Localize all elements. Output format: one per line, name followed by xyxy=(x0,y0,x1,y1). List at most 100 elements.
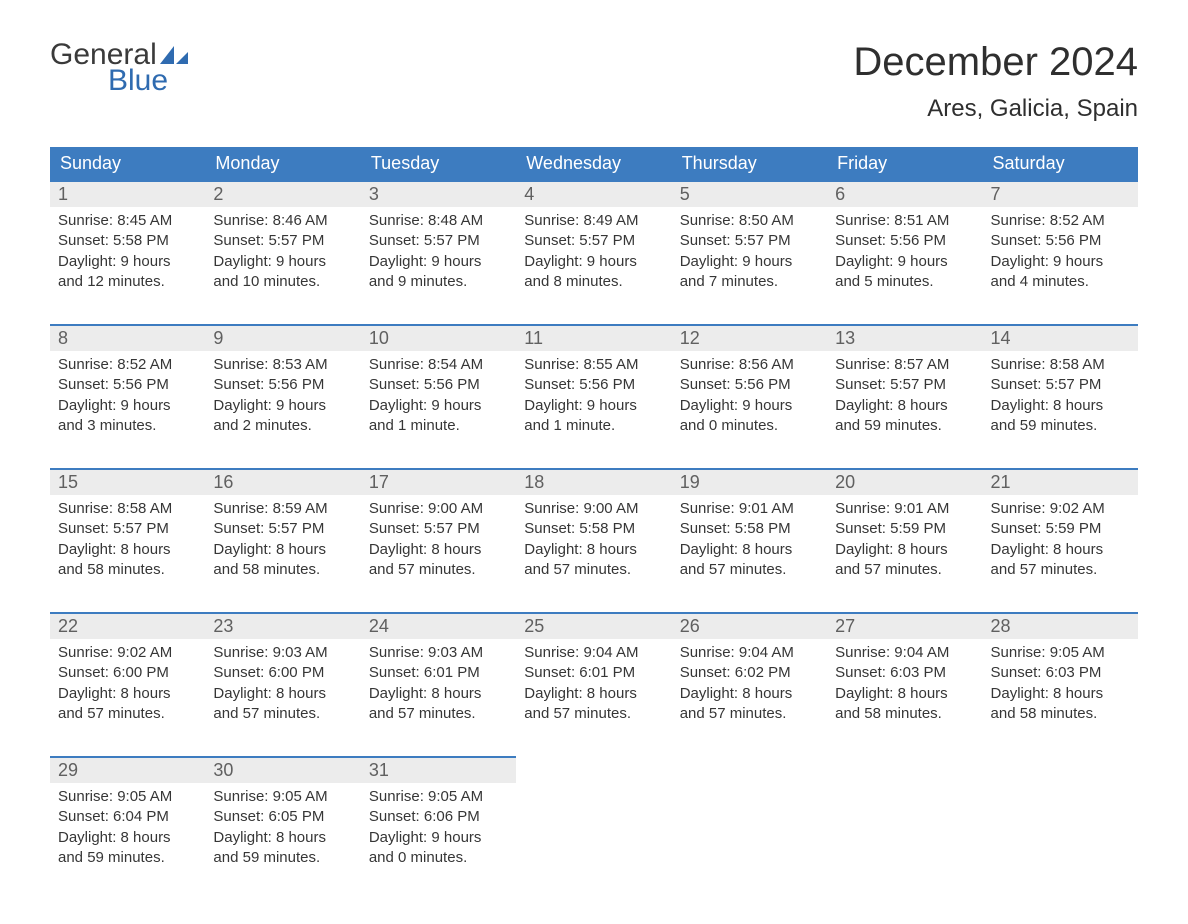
daylight-line-2: and 5 minutes. xyxy=(835,272,974,292)
day-content-row: Sunrise: 8:52 AMSunset: 5:56 PMDaylight:… xyxy=(50,351,1138,452)
day-number-row: 891011121314 xyxy=(50,325,1138,351)
sunset-line: Sunset: 6:05 PM xyxy=(213,807,352,827)
sunrise-line: Sunrise: 9:05 AM xyxy=(213,787,352,807)
day-cell: Sunrise: 9:04 AMSunset: 6:01 PMDaylight:… xyxy=(516,639,671,740)
day-cell: Sunrise: 8:58 AMSunset: 5:57 PMDaylight:… xyxy=(50,495,205,596)
day-cell: Sunrise: 9:04 AMSunset: 6:03 PMDaylight:… xyxy=(827,639,982,740)
day-number: 23 xyxy=(205,613,360,639)
day-number: 4 xyxy=(516,181,671,207)
sunset-line: Sunset: 6:00 PM xyxy=(213,663,352,683)
sunrise-line: Sunrise: 8:58 AM xyxy=(991,355,1130,375)
sunset-line: Sunset: 5:58 PM xyxy=(524,519,663,539)
daylight-line-2: and 57 minutes. xyxy=(680,560,819,580)
sunset-line: Sunset: 5:56 PM xyxy=(991,231,1130,251)
daylight-line-2: and 58 minutes. xyxy=(213,560,352,580)
day-number xyxy=(827,757,982,783)
sunset-line: Sunset: 5:57 PM xyxy=(369,519,508,539)
sunrise-line: Sunrise: 9:01 AM xyxy=(680,499,819,519)
daylight-line-2: and 58 minutes. xyxy=(835,704,974,724)
sunrise-line: Sunrise: 8:46 AM xyxy=(213,211,352,231)
day-cell: Sunrise: 9:05 AMSunset: 6:05 PMDaylight:… xyxy=(205,783,360,884)
daylight-line-1: Daylight: 8 hours xyxy=(58,684,197,704)
daylight-line-2: and 57 minutes. xyxy=(991,560,1130,580)
daylight-line-2: and 0 minutes. xyxy=(680,416,819,436)
daylight-line-1: Daylight: 9 hours xyxy=(680,396,819,416)
day-header: Wednesday xyxy=(516,147,671,181)
daylight-line-1: Daylight: 9 hours xyxy=(680,252,819,272)
sunset-line: Sunset: 5:56 PM xyxy=(369,375,508,395)
day-number: 3 xyxy=(361,181,516,207)
daylight-line-1: Daylight: 8 hours xyxy=(524,684,663,704)
day-number: 17 xyxy=(361,469,516,495)
day-number: 24 xyxy=(361,613,516,639)
header: General Blue December 2024 Ares, Galicia… xyxy=(50,40,1138,127)
day-number: 20 xyxy=(827,469,982,495)
sunrise-line: Sunrise: 9:00 AM xyxy=(369,499,508,519)
day-number-row: 1234567 xyxy=(50,181,1138,207)
sunrise-line: Sunrise: 8:57 AM xyxy=(835,355,974,375)
daylight-line-2: and 3 minutes. xyxy=(58,416,197,436)
day-number: 25 xyxy=(516,613,671,639)
day-number: 21 xyxy=(983,469,1138,495)
sunset-line: Sunset: 5:57 PM xyxy=(524,231,663,251)
day-header: Tuesday xyxy=(361,147,516,181)
day-cell xyxy=(516,783,671,884)
sunset-line: Sunset: 6:01 PM xyxy=(369,663,508,683)
daylight-line-2: and 7 minutes. xyxy=(680,272,819,292)
daylight-line-1: Daylight: 8 hours xyxy=(58,828,197,848)
daylight-line-1: Daylight: 9 hours xyxy=(213,396,352,416)
daylight-line-1: Daylight: 9 hours xyxy=(369,396,508,416)
day-cell: Sunrise: 8:58 AMSunset: 5:57 PMDaylight:… xyxy=(983,351,1138,452)
week-spacer xyxy=(50,308,1138,325)
sunrise-line: Sunrise: 8:50 AM xyxy=(680,211,819,231)
daylight-line-2: and 4 minutes. xyxy=(991,272,1130,292)
day-cell: Sunrise: 8:56 AMSunset: 5:56 PMDaylight:… xyxy=(672,351,827,452)
daylight-line-2: and 57 minutes. xyxy=(213,704,352,724)
day-number: 9 xyxy=(205,325,360,351)
day-content-row: Sunrise: 9:05 AMSunset: 6:04 PMDaylight:… xyxy=(50,783,1138,884)
week-spacer xyxy=(50,452,1138,469)
daylight-line-2: and 1 minute. xyxy=(369,416,508,436)
day-header: Monday xyxy=(205,147,360,181)
daylight-line-1: Daylight: 9 hours xyxy=(369,252,508,272)
sunset-line: Sunset: 5:59 PM xyxy=(991,519,1130,539)
daylight-line-1: Daylight: 8 hours xyxy=(58,540,197,560)
sunrise-line: Sunrise: 8:53 AM xyxy=(213,355,352,375)
daylight-line-1: Daylight: 8 hours xyxy=(213,540,352,560)
sunset-line: Sunset: 5:57 PM xyxy=(680,231,819,251)
sunset-line: Sunset: 6:04 PM xyxy=(58,807,197,827)
day-number: 27 xyxy=(827,613,982,639)
sunrise-line: Sunrise: 8:54 AM xyxy=(369,355,508,375)
daylight-line-2: and 57 minutes. xyxy=(369,560,508,580)
day-number: 8 xyxy=(50,325,205,351)
day-cell: Sunrise: 8:54 AMSunset: 5:56 PMDaylight:… xyxy=(361,351,516,452)
daylight-line-2: and 59 minutes. xyxy=(835,416,974,436)
day-header: Sunday xyxy=(50,147,205,181)
day-number-row: 15161718192021 xyxy=(50,469,1138,495)
day-cell: Sunrise: 8:45 AMSunset: 5:58 PMDaylight:… xyxy=(50,207,205,308)
day-number: 28 xyxy=(983,613,1138,639)
sunrise-line: Sunrise: 8:52 AM xyxy=(58,355,197,375)
day-cell: Sunrise: 8:57 AMSunset: 5:57 PMDaylight:… xyxy=(827,351,982,452)
sunrise-line: Sunrise: 9:04 AM xyxy=(835,643,974,663)
day-cell: Sunrise: 9:02 AMSunset: 5:59 PMDaylight:… xyxy=(983,495,1138,596)
sunrise-line: Sunrise: 9:03 AM xyxy=(213,643,352,663)
day-number: 14 xyxy=(983,325,1138,351)
daylight-line-1: Daylight: 8 hours xyxy=(213,828,352,848)
sunrise-line: Sunrise: 8:55 AM xyxy=(524,355,663,375)
day-number: 13 xyxy=(827,325,982,351)
daylight-line-1: Daylight: 9 hours xyxy=(524,252,663,272)
day-number: 19 xyxy=(672,469,827,495)
week-spacer xyxy=(50,596,1138,613)
sunset-line: Sunset: 6:02 PM xyxy=(680,663,819,683)
logo: General Blue xyxy=(50,40,188,96)
sunset-line: Sunset: 5:57 PM xyxy=(58,519,197,539)
day-number xyxy=(516,757,671,783)
daylight-line-2: and 57 minutes. xyxy=(524,560,663,580)
daylight-line-2: and 59 minutes. xyxy=(58,848,197,868)
day-number: 5 xyxy=(672,181,827,207)
day-content-row: Sunrise: 8:58 AMSunset: 5:57 PMDaylight:… xyxy=(50,495,1138,596)
sunrise-line: Sunrise: 8:51 AM xyxy=(835,211,974,231)
calendar-table: SundayMondayTuesdayWednesdayThursdayFrid… xyxy=(50,147,1138,884)
daylight-line-2: and 58 minutes. xyxy=(58,560,197,580)
